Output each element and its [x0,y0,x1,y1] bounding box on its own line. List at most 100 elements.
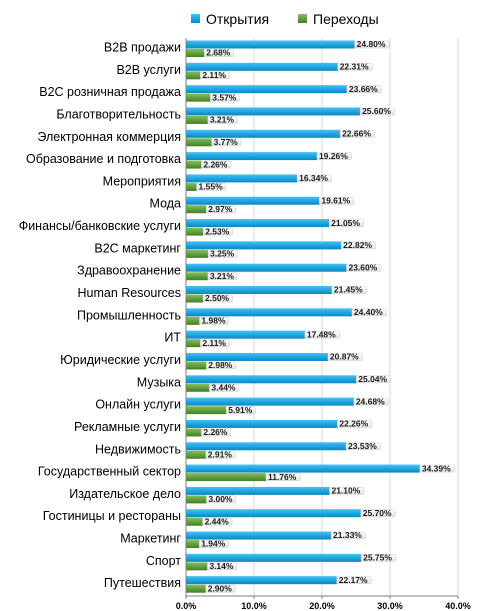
category-label: B2C маркетинг [94,241,181,255]
x-tick-label: 40.0% [445,601,471,611]
bar-clicks [186,205,207,214]
x-tick-label: 10.0% [241,601,267,611]
category-label: Электронная коммерция [37,130,181,144]
bar-opens [186,62,338,71]
value-label-bg [337,420,373,428]
bar-opens [186,196,320,205]
value-label-bg [419,464,455,473]
bars [186,40,420,593]
bar-opens [186,241,342,250]
x-tick-label: 20.0% [309,601,335,611]
category-label: Юридические услуги [60,353,181,367]
value-label-opens: 23.53% [348,441,377,451]
legend: Открытия Переходы [191,11,379,27]
value-label-clicks: 11.76% [268,472,297,482]
value-label-bg [327,353,363,361]
value-label-bg [346,263,382,272]
value-label-bg [360,509,396,517]
value-label-bg [207,250,238,258]
category-label: Путешествия [104,576,181,590]
value-label-bg [360,554,396,562]
bar-opens [186,419,338,428]
value-label-bg [207,272,238,280]
value-label-clicks: 1.55% [199,182,224,192]
category-label: Маркетинг [120,532,181,546]
value-label-bg [316,152,352,160]
value-label-clicks: 3.21% [210,115,235,125]
value-label-bg [353,397,389,406]
bar-clicks [186,584,206,593]
bar-clicks [186,406,227,415]
value-label-clicks: 3.25% [210,249,235,259]
bar-clicks [186,361,207,370]
category-label: B2B услуги [116,63,181,77]
bar-opens [186,308,352,317]
category-label: Музыка [137,375,181,389]
value-label-opens: 22.31% [340,62,369,72]
bar-opens [186,174,298,183]
value-label-clicks: 1.98% [201,316,226,326]
value-label-bg [319,196,355,205]
value-label-bg [207,562,238,571]
bar-clicks [186,517,203,526]
category-label: Мероприятия [103,174,181,188]
bar-clicks [186,383,210,392]
value-label-bg [202,517,233,526]
value-label-clicks: 2.98% [208,360,233,370]
value-label-opens: 25.75% [363,553,392,563]
bar-opens [186,509,361,518]
value-label-bg [337,63,373,71]
x-tick-label: 30.0% [377,601,403,611]
value-label-bg [354,40,390,49]
category-label: Государственный сектор [38,465,181,479]
value-label-clicks: 2.11% [202,338,226,348]
value-label-bg [196,183,227,191]
value-label-bg [296,174,332,183]
category-label: B2C розничная продажа [39,85,181,99]
value-label-clicks: 1.94% [201,539,226,549]
value-label-opens: 23.60% [348,262,377,272]
value-label-clicks: 3.57% [212,92,237,102]
bar-clicks [186,450,206,459]
value-label-opens: 22.66% [342,128,371,138]
value-label-opens: 25.70% [363,508,392,518]
category-label: Мода [150,197,182,211]
value-label-clicks: 5.91% [228,405,253,415]
value-label-clicks: 2.68% [206,48,231,58]
value-label-opens: 22.82% [343,240,372,250]
category-label: B2B продажи [104,41,181,55]
value-label-opens: 16.34% [299,173,328,183]
category-label: Рекламные услуги [74,420,181,434]
value-label-opens: 21.45% [334,285,363,295]
value-label-bg [330,531,366,540]
value-label-opens: 20.87% [330,352,359,362]
value-label-opens: 22.26% [339,419,368,429]
bar-opens [186,286,332,295]
bar-clicks [186,227,204,236]
value-label-bg [199,317,230,325]
bar-opens [186,129,341,138]
category-label: Промышленность [77,308,181,322]
value-label-bg [206,361,237,370]
legend-label-clicks: Переходы [313,11,379,27]
bar-clicks [186,115,208,124]
value-label-bg [201,428,232,437]
bar-clicks [186,138,212,147]
value-label-bg [198,540,229,548]
value-label-opens: 17.48% [307,329,336,339]
bar-opens [186,442,347,451]
value-label-opens: 19.26% [319,151,348,161]
value-label-opens: 22.17% [339,575,368,585]
value-label-bg [331,286,367,294]
value-label-bg [304,330,340,339]
bar-opens [186,107,361,116]
value-label-bg [351,308,387,317]
bar-clicks [186,294,203,303]
bar-clicks [186,540,200,549]
value-label-opens: 19.61% [321,195,350,205]
bar-opens [186,85,347,94]
category-label: Благотворительность [56,107,181,121]
value-label-opens: 24.80% [357,39,386,49]
value-label-bg [211,138,242,147]
